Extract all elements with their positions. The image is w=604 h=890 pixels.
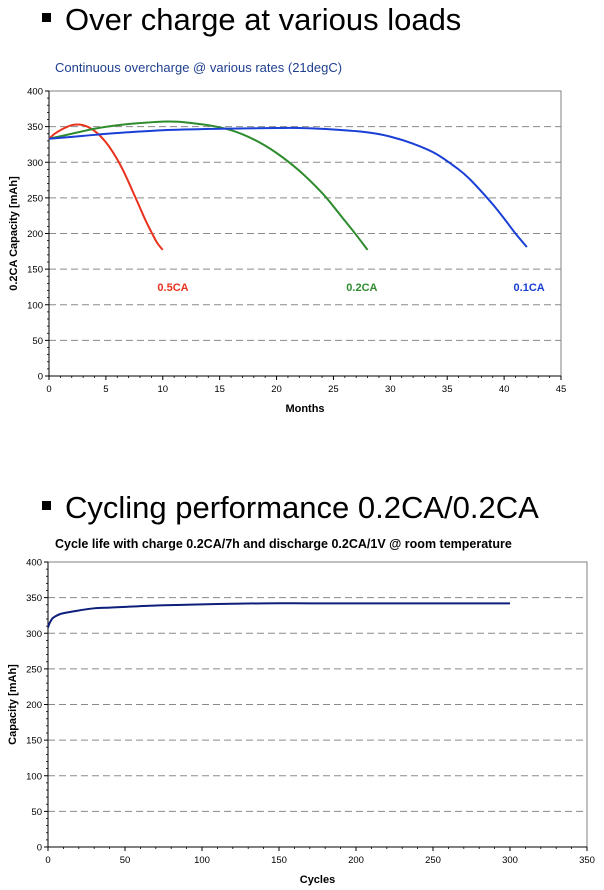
bullet-square-icon [42, 501, 51, 511]
chart-cycle-life-y-tick-label: 400 [26, 558, 42, 569]
chart-overcharge-y-tick-label: 300 [27, 158, 43, 169]
chart-overcharge-y-tick-label: 400 [27, 87, 43, 98]
chart-overcharge-series [48, 120, 528, 251]
chart-overcharge-y-tick-label: 50 [32, 336, 43, 347]
chart-overcharge-x-tick-label: 10 [157, 384, 168, 395]
chart-overcharge-y-tick-label: 200 [27, 229, 43, 240]
chart-overcharge-grid [49, 126, 561, 341]
chart-overcharge-series-label: 0.1CA [514, 282, 545, 294]
chart-overcharge-y-tick-label: 250 [27, 193, 43, 204]
chart-overcharge-x-tick-label: 40 [499, 384, 510, 395]
chart-overcharge-x-tick-label: 35 [442, 384, 453, 395]
chart-cycle-life-x-tick-label: 300 [502, 855, 518, 866]
chart-cycle-life-x-tick-label: 0 [45, 855, 50, 866]
chart-cycle-life-y-tick-label: 150 [26, 736, 42, 747]
chart-overcharge-y-axis-label: 0.2CA Capacity [mAh] [8, 176, 20, 291]
chart-overcharge-axes: 0 50 100 150 200 250 300 350 400 0 5 10 15 20 25 30 35 40… [27, 87, 566, 396]
chart-cycle-life-grid [48, 597, 587, 812]
chart-cycle-life-y-tick-label: 300 [26, 629, 42, 640]
chart-overcharge-x-tick-label: 20 [271, 384, 282, 395]
chart-cycle-life-x-tick-label: 250 [425, 855, 441, 866]
bullet-square-icon [42, 13, 51, 23]
chart-cycle-life-y-tick-label: 350 [26, 593, 42, 604]
chart-cycle-life-x-tick-label: 350 [579, 855, 595, 866]
chart-overcharge-y-tick-label: 100 [27, 300, 43, 311]
chart-overcharge-title: Continuous overcharge @ various rates (2… [55, 60, 342, 75]
chart-cycle-life-y-tick-label: 200 [26, 700, 42, 711]
heading-overcharge: Over charge at various loads [42, 2, 461, 38]
heading-overcharge-text: Over charge at various loads [65, 2, 462, 37]
chart-cycle-life-series-line [47, 602, 510, 628]
chart-overcharge-series-label: 0.5CA [157, 282, 188, 294]
chart-overcharge-x-tick-label: 15 [214, 384, 225, 395]
chart-overcharge-y-tick-label: 150 [27, 265, 43, 276]
chart-cycle-life-x-tick-label: 200 [348, 855, 364, 866]
chart-overcharge-series-0_1ca [48, 126, 528, 248]
chart-overcharge-x-axis-label: Months [285, 403, 324, 415]
chart-overcharge-x-tick-label: 25 [328, 384, 339, 395]
chart-overcharge-series-label: 0.2CA [346, 282, 377, 294]
chart-cycle-life-title: Cycle life with charge 0.2CA/7h and disc… [55, 537, 512, 551]
chart-overcharge-series-labels: 0.5CA 0.2CA 0.1CA [157, 282, 544, 294]
chart-cycle-life-x-tick-label: 100 [194, 855, 210, 866]
chart-overcharge-x-tick-label: 45 [556, 384, 567, 395]
heading-cycling: Cycling performance 0.2CA/0.2CA [42, 490, 539, 526]
chart-overcharge: Continuous overcharge @ various rates (2… [8, 60, 566, 415]
chart-overcharge-y-tick-label: 0 [38, 372, 43, 383]
chart-cycle-life-x-tick-label: 50 [120, 855, 131, 866]
chart-cycle-life-y-tick-label: 250 [26, 664, 42, 675]
chart-cycle-life-y-tick-label: 0 [37, 843, 42, 854]
chart-overcharge-x-tick-label: 30 [385, 384, 396, 395]
chart-overcharge-y-tick-label: 350 [27, 122, 43, 133]
chart-overcharge-x-tick-label: 5 [103, 384, 108, 395]
chart-cycle-life-series [47, 602, 510, 628]
chart-cycle-life-x-axis-label: Cycles [300, 874, 335, 886]
chart-cycle-life-x-tick-label: 150 [271, 855, 287, 866]
chart-overcharge-series-0_2ca [48, 120, 369, 251]
chart-cycle-life-y-axis-label: Capacity [mAh] [7, 664, 19, 745]
chart-cycle-life-axes: 0 50 100 150 200 250 300 350 400 0 50 100 150 200 250 3… [26, 558, 595, 867]
chart-overcharge-series-0_5ca [48, 123, 164, 251]
heading-cycling-text: Cycling performance 0.2CA/0.2CA [65, 490, 539, 525]
chart-cycle-life-y-tick-label: 50 [31, 807, 42, 818]
chart-cycle-life: Cycle life with charge 0.2CA/7h and disc… [7, 537, 595, 886]
chart-overcharge-x-tick-label: 0 [46, 384, 51, 395]
chart-cycle-life-y-tick-label: 100 [26, 771, 42, 782]
